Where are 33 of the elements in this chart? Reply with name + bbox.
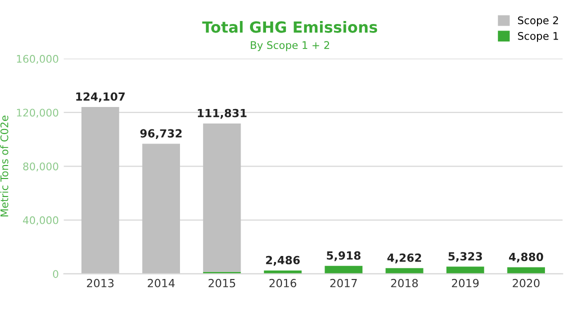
x-tick-label: 2016 xyxy=(269,278,296,288)
y-axis-title: Metric Tons of C02e xyxy=(0,116,8,216)
total-label: 4,880 xyxy=(509,252,544,263)
total-label: 111,831 xyxy=(198,108,246,119)
chart-subtitle: By Scope 1 + 2 xyxy=(250,41,330,52)
bar xyxy=(386,268,424,274)
y-tick-label: 40,000 xyxy=(23,216,58,226)
legend-label: Scope 1 xyxy=(518,32,558,42)
total-label: 4,262 xyxy=(387,254,422,264)
bar xyxy=(446,266,484,274)
bar xyxy=(203,123,241,272)
total-label: 5,918 xyxy=(326,251,360,262)
y-tick-label: 160,000 xyxy=(17,54,58,64)
x-tick-label: 2017 xyxy=(330,278,357,288)
total-label: 96,732 xyxy=(140,129,182,139)
legend-label: Scope 2 xyxy=(518,16,558,26)
y-tick-label: 80,000 xyxy=(23,162,58,172)
chart-title: Total GHG Emissions xyxy=(202,20,378,33)
x-tick-label: 2020 xyxy=(512,278,540,288)
y-tick-label: 120,000 xyxy=(17,108,58,118)
bar xyxy=(324,266,362,274)
x-tick-label: 2019 xyxy=(452,278,479,288)
bar xyxy=(142,144,180,274)
total-label: 124,107 xyxy=(76,92,125,102)
x-tick-label: 2015 xyxy=(208,278,236,288)
x-tick-label: 2018 xyxy=(391,278,418,288)
x-tick-label: 2014 xyxy=(148,278,175,288)
total-label: 2,486 xyxy=(266,256,300,266)
total-label: 5,323 xyxy=(448,252,482,262)
x-tick-label: 2013 xyxy=(86,278,114,288)
bar xyxy=(81,106,120,274)
y-tick-label: 0 xyxy=(53,270,58,278)
bar xyxy=(507,267,545,274)
